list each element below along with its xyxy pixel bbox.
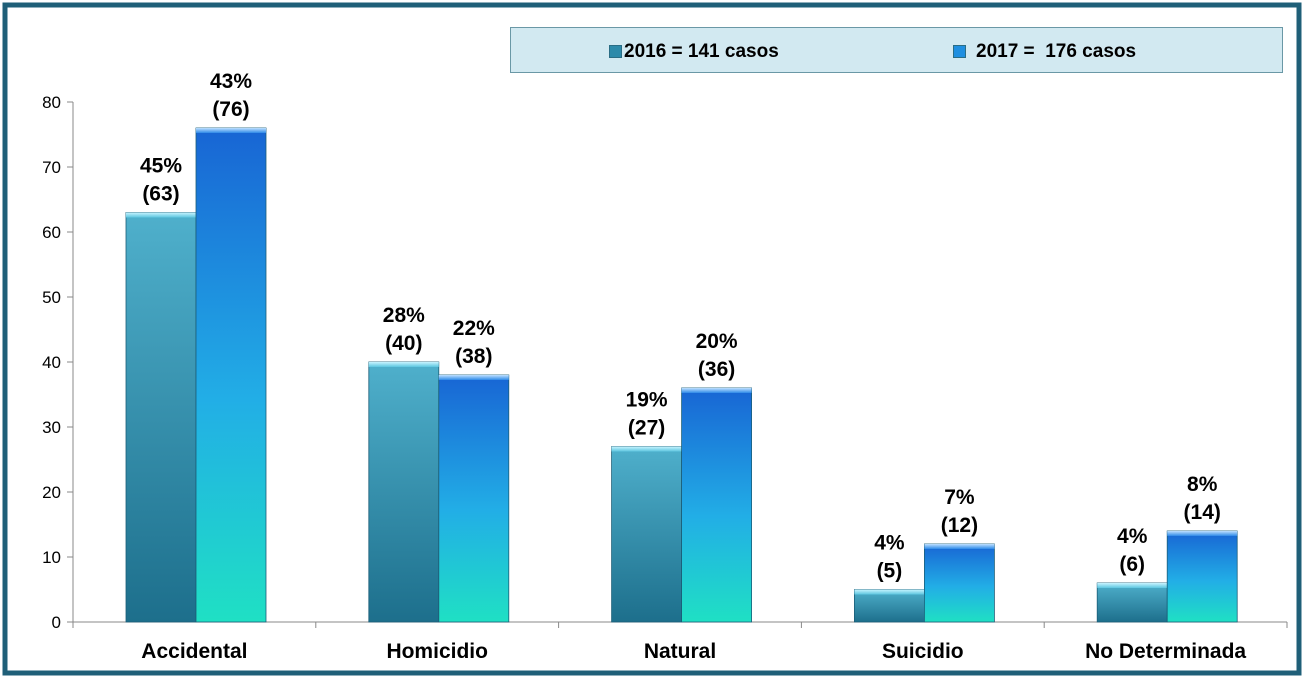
y-tick-label: 0 bbox=[52, 613, 61, 632]
bar-cap bbox=[1167, 531, 1237, 536]
bar-2016 bbox=[612, 447, 682, 623]
data-label-count: (27) bbox=[628, 417, 665, 440]
y-tick-label: 70 bbox=[42, 158, 61, 177]
bar-cap bbox=[924, 544, 994, 549]
y-tick-label: 20 bbox=[42, 483, 61, 502]
data-label-percent: 4% bbox=[874, 532, 905, 555]
bar-2016 bbox=[1097, 583, 1167, 622]
data-label-percent: 20% bbox=[696, 330, 738, 353]
legend-label-2016: 2016 = 141 casos bbox=[624, 41, 779, 62]
legend-item-2017: 2017 = 176 casos bbox=[953, 41, 1136, 63]
bar-cap bbox=[682, 388, 752, 393]
data-label-count: (5) bbox=[877, 560, 903, 583]
bar-2017 bbox=[196, 128, 266, 622]
x-category-label: Suicidio bbox=[882, 640, 964, 663]
data-label-count: (38) bbox=[455, 345, 492, 368]
data-label-percent: 28% bbox=[383, 304, 425, 327]
y-tick-label: 10 bbox=[42, 548, 61, 567]
bar-cap bbox=[196, 128, 266, 133]
y-tick-label: 80 bbox=[42, 93, 61, 112]
bars bbox=[126, 128, 1237, 622]
bar-cap bbox=[854, 590, 924, 595]
bar-cap bbox=[369, 362, 439, 367]
bar-2016 bbox=[369, 362, 439, 622]
data-label-percent: 4% bbox=[1117, 525, 1148, 548]
y-tick-label: 60 bbox=[42, 223, 61, 242]
data-label-count: (6) bbox=[1119, 553, 1145, 576]
data-label-percent: 22% bbox=[453, 317, 495, 340]
bar-2016 bbox=[126, 213, 196, 623]
data-label-percent: 45% bbox=[140, 155, 182, 178]
x-category-label: No Determinada bbox=[1085, 640, 1246, 663]
bar-2017 bbox=[1167, 531, 1237, 622]
bar-cap bbox=[1097, 583, 1167, 588]
data-label-count: (14) bbox=[1184, 501, 1221, 524]
legend-label-2017: 2017 = 176 casos bbox=[976, 41, 1136, 62]
data-label-percent: 8% bbox=[1187, 473, 1218, 496]
legend-item-2016: 2016 = 141 casos bbox=[609, 41, 779, 63]
data-label-percent: 43% bbox=[210, 70, 252, 93]
bar-2017 bbox=[924, 544, 994, 622]
bar-cap bbox=[439, 375, 509, 380]
x-category-label: Homicidio bbox=[386, 640, 488, 663]
data-label-count: (40) bbox=[385, 332, 422, 355]
data-label-percent: 7% bbox=[944, 486, 975, 509]
data-label-count: (63) bbox=[142, 183, 179, 206]
x-category-label: Natural bbox=[644, 640, 716, 663]
bar-cap bbox=[126, 213, 196, 218]
bar-2017 bbox=[439, 375, 509, 622]
legend-swatch-2017 bbox=[953, 45, 966, 58]
y-tick-label: 50 bbox=[42, 288, 61, 307]
x-category-label: Accidental bbox=[141, 640, 247, 663]
data-label-count: (12) bbox=[941, 514, 978, 537]
legend: 2016 = 141 casos 2017 = 176 casos bbox=[510, 27, 1283, 73]
y-tick-label: 40 bbox=[42, 353, 61, 372]
legend-swatch-2016 bbox=[609, 45, 622, 58]
bar-cap bbox=[612, 447, 682, 452]
data-label-count: (36) bbox=[698, 358, 735, 381]
bar-2017 bbox=[682, 388, 752, 622]
data-label-percent: 19% bbox=[626, 389, 668, 412]
y-tick-label: 30 bbox=[42, 418, 61, 437]
data-label-count: (76) bbox=[212, 98, 249, 121]
